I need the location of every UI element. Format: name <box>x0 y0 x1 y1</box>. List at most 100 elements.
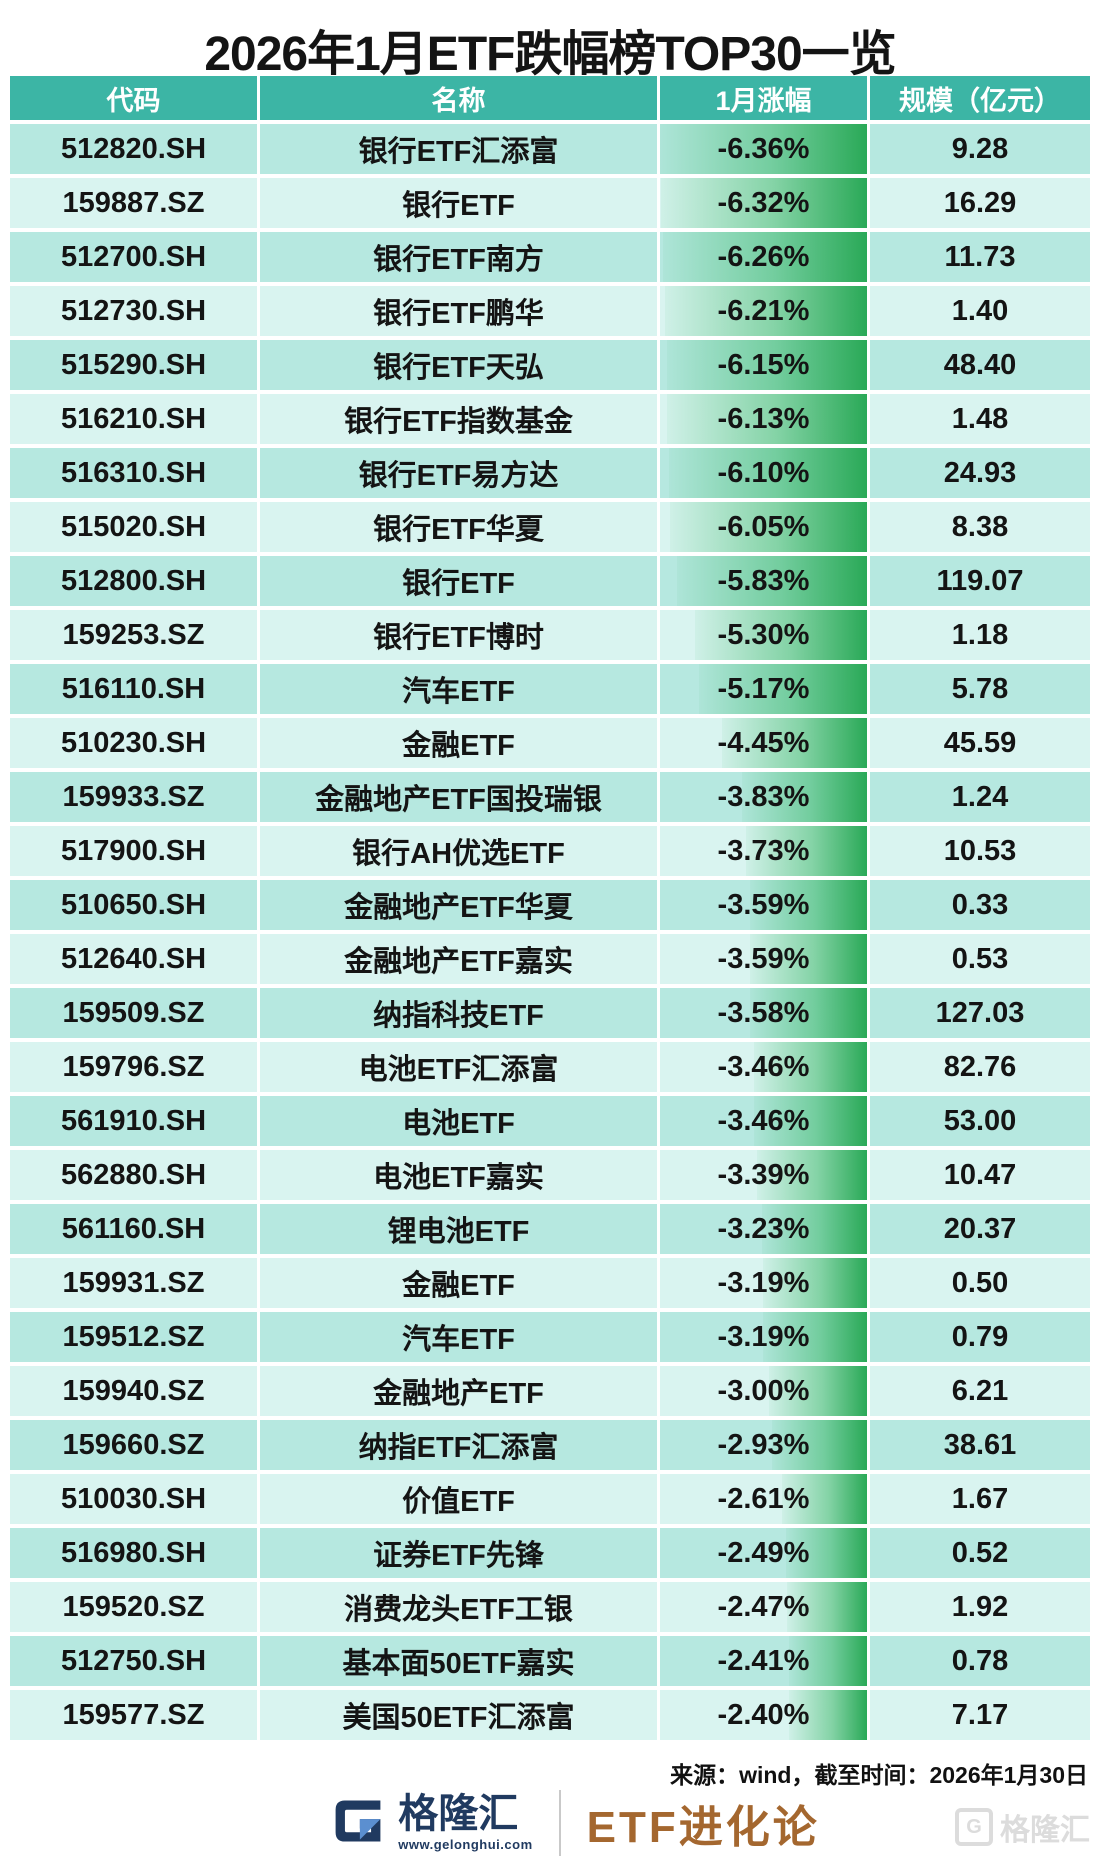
cell-name: 银行ETF易方达 <box>260 448 660 498</box>
cell-scale: 20.37 <box>943 1212 1017 1245</box>
change-value: -6.26% <box>717 240 810 273</box>
cell-name: 金融地产ETF嘉实 <box>260 934 660 984</box>
cell-name: 银行ETF南方 <box>260 232 660 282</box>
cell-name: 金融ETF <box>260 718 660 768</box>
cell-change: -3.39% <box>660 1150 870 1200</box>
cell-name: 金融地产ETF <box>260 1366 660 1416</box>
cell-change: -3.83% <box>660 772 870 822</box>
change-bar <box>788 1636 867 1686</box>
cell-name: 银行ETF <box>260 556 660 606</box>
cell-change: -3.73% <box>660 826 870 876</box>
cell-change: -3.23% <box>660 1204 870 1254</box>
table-row: 562880.SH 电池ETF嘉实 -3.39% 10.47 <box>10 1150 1090 1200</box>
cell-name: 价值ETF <box>260 1474 660 1524</box>
change-value: -2.61% <box>717 1482 810 1515</box>
table-row: 159253.SZ 银行ETF博时 -5.30% 1.18 <box>10 610 1090 660</box>
watermark-g-icon: G <box>955 1808 993 1846</box>
change-value: -3.19% <box>717 1266 810 1299</box>
table-row: 512750.SH 基本面50ETF嘉实 -2.41% 0.78 <box>10 1636 1090 1686</box>
cell-change: -3.00% <box>660 1366 870 1416</box>
change-bar <box>750 880 867 930</box>
cell-code: 510230.SH <box>10 718 260 768</box>
change-value: -6.36% <box>717 132 810 165</box>
cell-name: 银行ETF汇添富 <box>260 124 660 174</box>
cell-scale: 7.17 <box>951 1698 1009 1731</box>
cell-scale: 48.40 <box>943 348 1017 381</box>
change-value: -2.49% <box>717 1536 810 1569</box>
table-row: 159577.SZ 美国50ETF汇添富 -2.40% 7.17 <box>10 1690 1090 1740</box>
cell-name: 汽车ETF <box>260 1312 660 1362</box>
cell-code: 512800.SH <box>10 556 260 606</box>
table-row: 515290.SH 银行ETF天弘 -6.15% 48.40 <box>10 340 1090 390</box>
cell-scale: 11.73 <box>944 240 1016 273</box>
page-title: 2026年1月ETF跌幅榜TOP30一览 <box>204 28 896 81</box>
change-value: -6.13% <box>717 402 810 435</box>
change-bar <box>754 1096 867 1146</box>
cell-name: 电池ETF嘉实 <box>260 1150 660 1200</box>
brand-name: 格隆汇 <box>398 1792 519 1836</box>
change-value: -3.23% <box>717 1212 810 1245</box>
cell-change: -3.19% <box>660 1258 870 1308</box>
change-bar <box>698 664 867 714</box>
cell-change: -6.10% <box>660 448 870 498</box>
change-value: -2.47% <box>717 1590 810 1623</box>
cell-scale: 0.52 <box>951 1536 1009 1569</box>
cell-name: 银行ETF天弘 <box>260 340 660 390</box>
cell-code: 159887.SZ <box>10 178 260 228</box>
cell-code: 515290.SH <box>10 340 260 390</box>
cell-scale: 24.93 <box>943 456 1017 489</box>
cell-name: 银行AH优选ETF <box>260 826 660 876</box>
cell-change: -6.21% <box>660 286 870 336</box>
cell-scale: 16.29 <box>943 186 1017 219</box>
cell-scale: 8.38 <box>951 510 1009 543</box>
gelonghui-brand: 格隆汇 www.gelonghui.com <box>330 1793 532 1854</box>
cell-code: 516310.SH <box>10 448 260 498</box>
source-note: 来源：wind，截至时间：2026年1月30日 <box>670 1762 1088 1788</box>
table-row: 517900.SH 银行AH优选ETF -3.73% 10.53 <box>10 826 1090 876</box>
cell-name: 银行ETF <box>260 178 660 228</box>
cell-name: 纳指ETF汇添富 <box>260 1420 660 1470</box>
change-bar <box>785 1528 867 1578</box>
cell-code: 159931.SZ <box>10 1258 260 1308</box>
cell-code: 159940.SZ <box>10 1366 260 1416</box>
cell-name: 银行ETF博时 <box>260 610 660 660</box>
change-bar <box>742 772 867 822</box>
header-cell-scale: 规模（亿元） <box>899 85 1061 116</box>
cell-code: 159509.SZ <box>10 988 260 1038</box>
change-bar <box>722 718 867 768</box>
cell-name: 银行ETF华夏 <box>260 502 660 552</box>
table-row: 510230.SH 金融ETF -4.45% 45.59 <box>10 718 1090 768</box>
brand-text-block: 格隆汇 www.gelonghui.com <box>398 1794 532 1852</box>
table-row: 159796.SZ 电池ETF汇添富 -3.46% 82.76 <box>10 1042 1090 1092</box>
cell-scale: 10.53 <box>943 834 1017 867</box>
change-value: -3.59% <box>717 888 810 921</box>
table-row: 516210.SH 银行ETF指数基金 -6.13% 1.48 <box>10 394 1090 444</box>
table-row: 159887.SZ 银行ETF -6.32% 16.29 <box>10 178 1090 228</box>
table-row: 510650.SH 金融地产ETF华夏 -3.59% 0.33 <box>10 880 1090 930</box>
gelonghui-logo-icon <box>330 1793 386 1854</box>
table-row: 512820.SH 银行ETF汇添富 -6.36% 9.28 <box>10 124 1090 174</box>
cell-change: -3.46% <box>660 1042 870 1092</box>
cell-change: -3.19% <box>660 1312 870 1362</box>
change-value: -6.10% <box>717 456 810 489</box>
cell-scale: 119.07 <box>936 564 1024 597</box>
cell-scale: 82.76 <box>943 1050 1017 1083</box>
watermark: G 格隆汇 <box>955 1805 1090 1849</box>
cell-name: 金融ETF <box>260 1258 660 1308</box>
cell-scale: 10.47 <box>943 1158 1017 1191</box>
table-row: 515020.SH 银行ETF华夏 -6.05% 8.38 <box>10 502 1090 552</box>
cell-change: -2.93% <box>660 1420 870 1470</box>
vertical-divider <box>558 1790 561 1856</box>
cell-change: -2.41% <box>660 1636 870 1686</box>
cell-code: 561910.SH <box>10 1096 260 1146</box>
change-value: -4.45% <box>717 726 810 759</box>
cell-change: -4.45% <box>660 718 870 768</box>
cell-scale: 1.18 <box>951 618 1009 651</box>
cell-name: 金融地产ETF华夏 <box>260 880 660 930</box>
table-row: 159931.SZ 金融ETF -3.19% 0.50 <box>10 1258 1090 1308</box>
change-value: -3.83% <box>717 780 810 813</box>
cell-scale: 0.79 <box>951 1320 1009 1353</box>
cell-name: 美国50ETF汇添富 <box>260 1690 660 1740</box>
change-bar <box>750 988 867 1038</box>
